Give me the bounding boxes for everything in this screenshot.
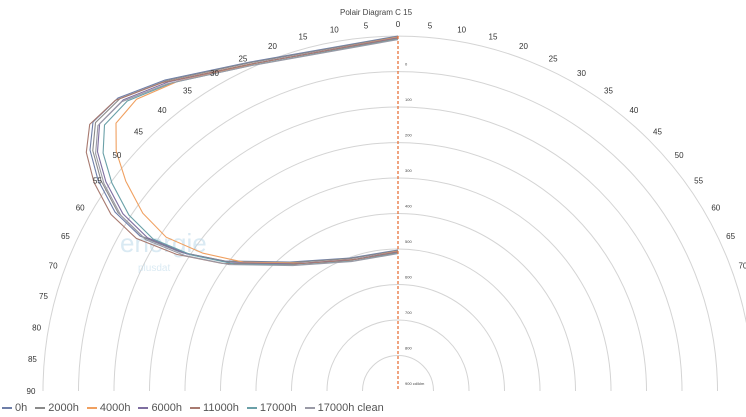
radial-tick-label: 100	[405, 97, 412, 102]
angle-tick-label: 55	[694, 177, 703, 186]
legend-item: 2000h	[35, 402, 79, 414]
angle-tick-label: 60	[76, 204, 85, 213]
legend-label: 6000h	[151, 402, 182, 414]
angle-tick-label: 20	[268, 42, 277, 51]
legend-label: 17000h clean	[318, 402, 384, 414]
angle-tick-label: 0	[396, 20, 401, 29]
legend-label: 2000h	[48, 402, 79, 414]
legend-label: 0h	[15, 402, 27, 414]
legend-swatch	[35, 407, 45, 409]
angle-tick-label: 65	[61, 232, 70, 241]
radial-tick-label: 900 cd/klm	[405, 381, 425, 386]
angle-tick-label: 15	[299, 33, 308, 42]
radial-tick-label: 600	[405, 275, 412, 280]
angle-tick-label: 20	[519, 42, 528, 51]
radial-tick-label: 300	[405, 168, 412, 173]
angle-tick-label: 30	[577, 69, 586, 78]
watermark-text-line2: plusdat	[138, 263, 170, 274]
angle-tick-label: 40	[158, 106, 167, 115]
legend-item: 4000h	[87, 402, 131, 414]
chart-title: Polair Diagram C 15	[340, 8, 413, 17]
angle-tick-label: 10	[457, 26, 466, 35]
angle-tick-label: 45	[653, 128, 662, 137]
angle-tick-label: 45	[134, 128, 143, 137]
legend-swatch	[190, 407, 200, 409]
angle-tick-label: 80	[32, 323, 41, 332]
legend-swatch	[247, 407, 257, 409]
angle-tick-label: 50	[112, 151, 121, 160]
legend-item: 11000h	[190, 402, 239, 414]
legend-label: 11000h	[203, 402, 239, 414]
angle-tick-label: 75	[39, 292, 48, 301]
angle-tick-label: 25	[549, 54, 558, 63]
radial-tick-label: 500	[405, 239, 412, 244]
legend-item: 17000h	[247, 402, 297, 414]
angle-tick-label: 35	[604, 86, 613, 95]
angle-tick-label: 70	[49, 262, 58, 271]
legend-swatch	[2, 407, 12, 409]
radial-tick-label: 700	[405, 310, 412, 315]
angle-tick-label: 70	[738, 262, 746, 271]
angle-tick-label: 60	[711, 204, 720, 213]
legend-item: 17000h clean	[305, 402, 384, 414]
radial-tick-label: 400	[405, 204, 412, 209]
angle-tick-label: 35	[183, 86, 192, 95]
angle-tick-label: 5	[364, 21, 369, 30]
angle-tick-label: 30	[210, 69, 219, 78]
angle-tick-label: 65	[726, 232, 735, 241]
radial-tick-label: 200	[405, 133, 412, 138]
legend-swatch	[87, 407, 97, 409]
angle-tick-label: 90	[27, 387, 36, 396]
legend-swatch	[305, 407, 315, 409]
legend: 0h 2000h 4000h 6000h 11000h 17000h 17000h clea…	[2, 401, 384, 415]
angle-tick-label: 25	[238, 54, 247, 63]
legend-item: 0h	[2, 402, 27, 414]
angle-tick-label: 85	[28, 355, 37, 364]
legend-item: 6000h	[138, 402, 182, 414]
series-line	[116, 37, 398, 263]
angle-tick-label: 50	[675, 151, 684, 160]
radial-tick-label: 800	[405, 346, 412, 351]
angle-tick-label: 55	[93, 177, 102, 186]
angle-tick-label: 15	[489, 33, 498, 42]
angle-tick-label: 10	[330, 26, 339, 35]
legend-swatch	[138, 407, 148, 409]
angle-tick-label: 40	[629, 106, 638, 115]
angle-tick-label: 5	[428, 21, 433, 30]
radial-tick-label: 0	[405, 62, 408, 67]
legend-label: 4000h	[100, 402, 131, 414]
legend-label: 17000h	[260, 402, 297, 414]
